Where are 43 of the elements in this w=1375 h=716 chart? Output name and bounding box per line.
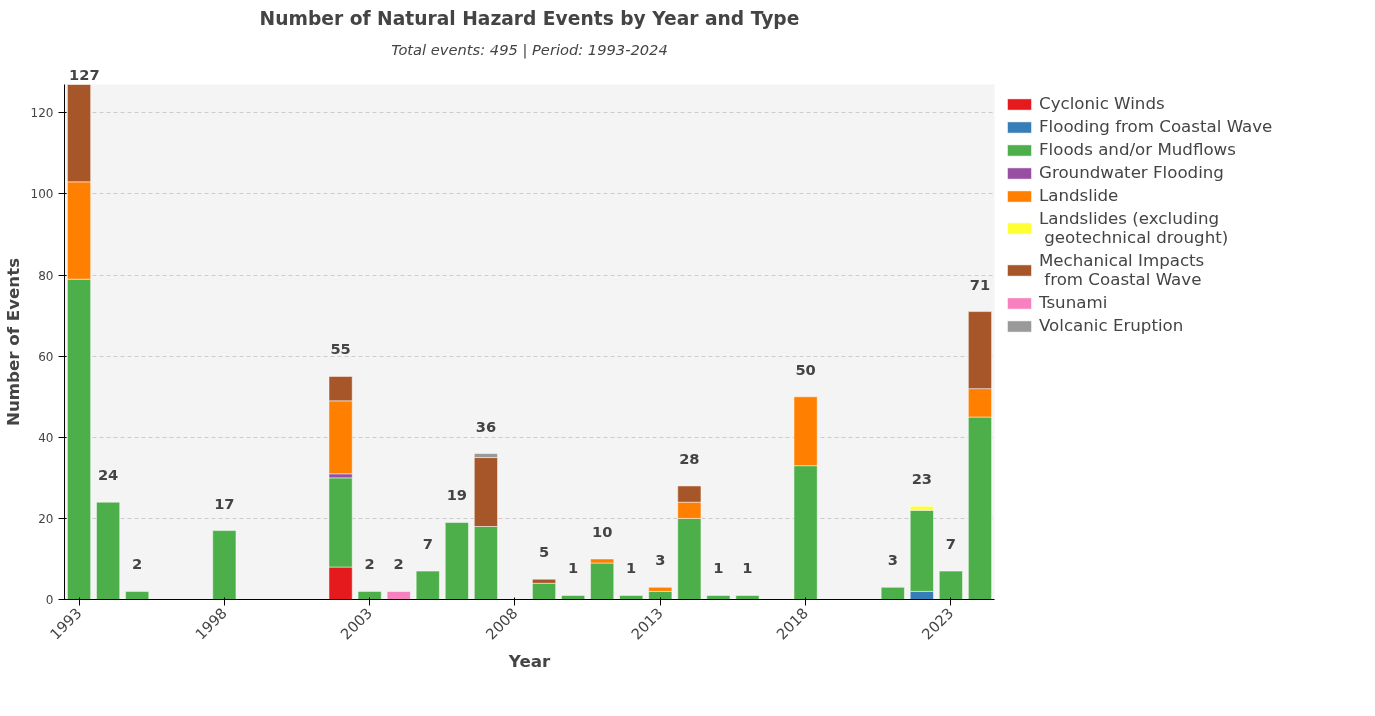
total-label: 1 [567, 559, 579, 577]
legend-label: Cyclonic Winds [1039, 94, 1165, 113]
legend-label: Floods and/or Mudflows [1039, 140, 1236, 159]
total-label: 3 [655, 551, 666, 569]
total-label: 2 [364, 555, 375, 573]
total-label: 7 [945, 535, 957, 553]
total-label: 28 [679, 449, 700, 467]
legend-label: Flooding from Coastal Wave [1039, 117, 1273, 136]
total-label: 2 [393, 555, 404, 573]
legend-label: Tsunami [1039, 293, 1108, 312]
y-tick-label: 60 [38, 349, 54, 364]
total-label: 23 [911, 470, 933, 488]
total-label: 1 [713, 559, 724, 577]
legend-label: Volcanic Eruption [1039, 316, 1184, 335]
y-axis-title: Number of Events [3, 257, 23, 427]
x-axis-title: Year [507, 651, 551, 671]
y-tick-label: 100 [30, 187, 54, 202]
legend-label: Landslides (excluding geotechnical drought) [1039, 209, 1229, 247]
total-label: 71 [969, 275, 991, 293]
y-tick-label: 120 [30, 106, 54, 121]
total-label: 5 [538, 543, 550, 561]
total-label: 50 [795, 360, 816, 378]
y-tick-label: 80 [38, 268, 54, 283]
y-tick-label: 20 [38, 511, 54, 526]
legend-label: Landslide [1039, 186, 1119, 205]
total-label: 36 [475, 417, 497, 435]
total-label: 55 [330, 340, 351, 358]
total-label: 10 [591, 522, 613, 540]
total-label: 7 [422, 535, 433, 553]
chart-title: Number of Natural Hazard Events by Year and Type [259, 7, 800, 29]
chart-subtitle: Total events: 495 | Period: 1993-2024 [391, 40, 668, 59]
y-tick-label: 40 [38, 430, 54, 445]
legend-label: Groundwater Flooding [1039, 163, 1224, 182]
total-label: 1 [742, 559, 753, 577]
total-label: 2 [132, 555, 143, 573]
y-tick-label: 0 [45, 593, 54, 607]
legend-label: Mechanical Impacts from Coastal Wave [1039, 251, 1205, 289]
total-label: 1 [626, 559, 637, 577]
total-label: 24 [97, 466, 119, 484]
total-label: 19 [446, 486, 468, 504]
total-label: 3 [887, 551, 898, 569]
total-label: 17 [214, 494, 235, 512]
total-label: 127 [69, 65, 100, 83]
